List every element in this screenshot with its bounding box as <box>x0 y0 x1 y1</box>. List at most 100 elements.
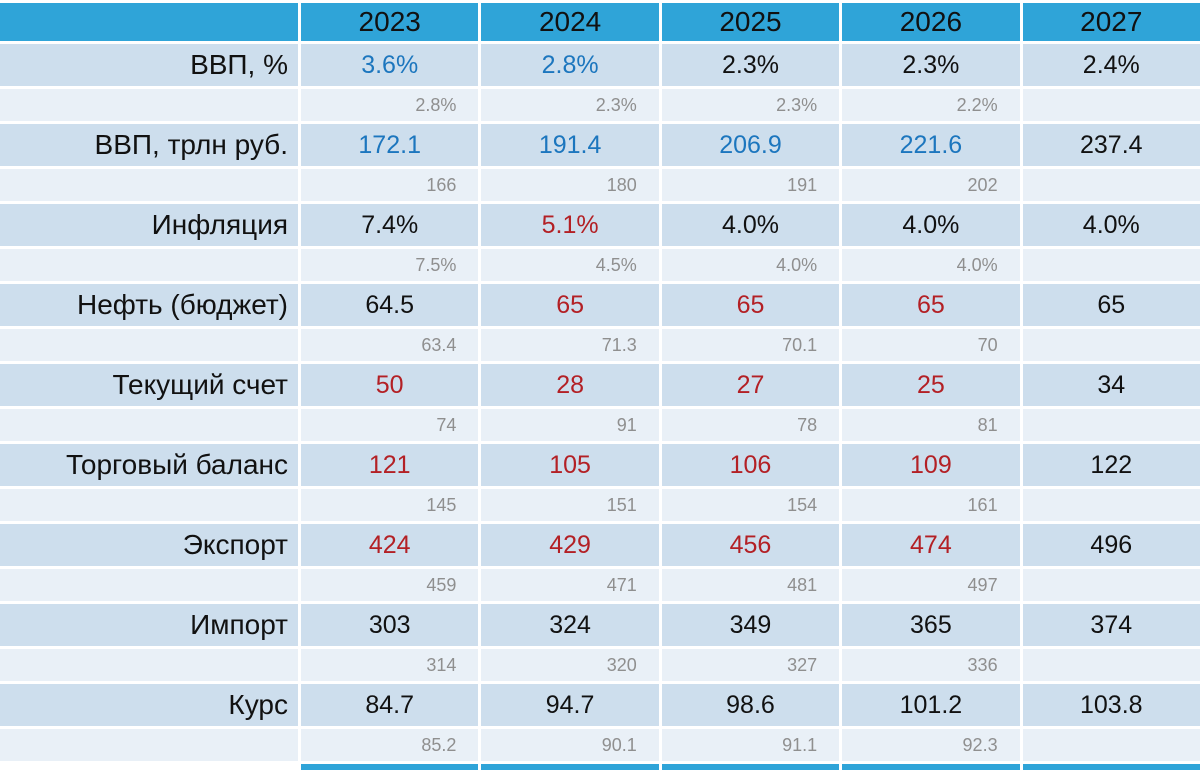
cutoff-header-cell <box>481 764 659 770</box>
cutoff-header-cell <box>1022 764 1200 770</box>
previous-forecast-value-cell <box>1022 169 1200 201</box>
previous-forecast-row: 2.8% 2.3% 2.3% 2.2% <box>0 89 1200 121</box>
next-table-header-cutoff-row <box>0 764 1200 770</box>
previous-forecast-value-cell <box>1022 89 1200 121</box>
indicator-row: Импорт 303 324 349 365 374 <box>0 604 1200 646</box>
indicator-label: Импорт <box>0 604 298 646</box>
previous-forecast-row: 459 471 481 497 <box>0 569 1200 601</box>
previous-forecast-value-cell: 202 <box>842 169 1020 201</box>
cutoff-spacer-cell <box>0 764 298 770</box>
forecast-value-cell: 3.6% <box>301 44 479 86</box>
forecast-value-cell: 84.7 <box>301 684 479 726</box>
forecast-value-cell: 2.8% <box>481 44 659 86</box>
table-header-row: 2023 2024 2025 2026 2027 <box>0 3 1200 41</box>
previous-forecast-value-cell: 2.3% <box>661 89 840 121</box>
forecast-value-cell: 172.1 <box>301 124 479 166</box>
previous-forecast-value-cell: 151 <box>481 489 659 521</box>
forecast-value-cell: 34 <box>1022 364 1200 406</box>
previous-forecast-value-cell: 497 <box>842 569 1020 601</box>
forecast-value-cell: 106 <box>661 444 840 486</box>
previous-forecast-value-cell: 314 <box>301 649 479 681</box>
previous-forecast-value-cell: 166 <box>301 169 479 201</box>
indicator-label: Инфляция <box>0 204 298 246</box>
forecast-value-cell: 65 <box>1022 284 1200 326</box>
header-year-2025: 2025 <box>661 3 840 41</box>
previous-forecast-value-cell: 481 <box>661 569 840 601</box>
forecast-value-cell: 221.6 <box>842 124 1020 166</box>
previous-forecast-empty-label <box>0 649 298 681</box>
forecast-value-cell: 64.5 <box>301 284 479 326</box>
forecast-value-cell: 28 <box>481 364 659 406</box>
previous-forecast-value-cell <box>1022 409 1200 441</box>
forecast-value-cell: 2.3% <box>842 44 1020 86</box>
previous-forecast-value-cell: 63.4 <box>301 329 479 361</box>
forecast-value-cell: 374 <box>1022 604 1200 646</box>
header-year-2026: 2026 <box>842 3 1020 41</box>
forecast-value-cell: 98.6 <box>661 684 840 726</box>
forecast-value-cell: 103.8 <box>1022 684 1200 726</box>
indicator-row: ВВП, % 3.6% 2.8% 2.3% 2.3% 2.4% <box>0 44 1200 86</box>
previous-forecast-empty-label <box>0 89 298 121</box>
previous-forecast-empty-label <box>0 729 298 761</box>
previous-forecast-value-cell <box>1022 249 1200 281</box>
previous-forecast-value-cell: 320 <box>481 649 659 681</box>
previous-forecast-row: 63.4 71.3 70.1 70 <box>0 329 1200 361</box>
previous-forecast-row: 85.2 90.1 91.1 92.3 <box>0 729 1200 761</box>
indicator-label: ВВП, % <box>0 44 298 86</box>
previous-forecast-value-cell <box>1022 729 1200 761</box>
previous-forecast-row: 166 180 191 202 <box>0 169 1200 201</box>
previous-forecast-value-cell: 2.3% <box>481 89 659 121</box>
previous-forecast-value-cell: 92.3 <box>842 729 1020 761</box>
forecast-value-cell: 101.2 <box>842 684 1020 726</box>
forecast-value-cell: 496 <box>1022 524 1200 566</box>
forecast-value-cell: 2.4% <box>1022 44 1200 86</box>
forecast-value-cell: 50 <box>301 364 479 406</box>
previous-forecast-value-cell: 180 <box>481 169 659 201</box>
forecast-value-cell: 105 <box>481 444 659 486</box>
previous-forecast-value-cell: 70.1 <box>661 329 840 361</box>
forecast-value-cell: 65 <box>661 284 840 326</box>
forecast-value-cell: 5.1% <box>481 204 659 246</box>
forecast-value-cell: 206.9 <box>661 124 840 166</box>
indicator-label: Курс <box>0 684 298 726</box>
previous-forecast-value-cell: 336 <box>842 649 1020 681</box>
forecast-value-cell: 4.0% <box>1022 204 1200 246</box>
forecast-value-cell: 474 <box>842 524 1020 566</box>
indicator-label: Текущий счет <box>0 364 298 406</box>
previous-forecast-value-cell <box>1022 489 1200 521</box>
forecast-value-cell: 237.4 <box>1022 124 1200 166</box>
forecast-value-cell: 25 <box>842 364 1020 406</box>
forecast-value-cell: 65 <box>842 284 1020 326</box>
previous-forecast-row: 145 151 154 161 <box>0 489 1200 521</box>
previous-forecast-value-cell: 4.0% <box>842 249 1020 281</box>
previous-forecast-value-cell <box>1022 569 1200 601</box>
previous-forecast-value-cell: 4.5% <box>481 249 659 281</box>
header-year-2027: 2027 <box>1022 3 1200 41</box>
forecast-value-cell: 456 <box>661 524 840 566</box>
previous-forecast-row: 74 91 78 81 <box>0 409 1200 441</box>
indicator-row: Нефть (бюджет) 64.5 65 65 65 65 <box>0 284 1200 326</box>
forecast-value-cell: 349 <box>661 604 840 646</box>
previous-forecast-empty-label <box>0 409 298 441</box>
previous-forecast-value-cell: 2.2% <box>842 89 1020 121</box>
previous-forecast-value-cell: 81 <box>842 409 1020 441</box>
indicator-label: Нефть (бюджет) <box>0 284 298 326</box>
previous-forecast-value-cell: 327 <box>661 649 840 681</box>
previous-forecast-value-cell: 161 <box>842 489 1020 521</box>
forecast-value-cell: 4.0% <box>661 204 840 246</box>
indicator-label: Торговый баланс <box>0 444 298 486</box>
forecast-value-cell: 4.0% <box>842 204 1020 246</box>
forecast-value-cell: 424 <box>301 524 479 566</box>
previous-forecast-value-cell: 471 <box>481 569 659 601</box>
previous-forecast-empty-label <box>0 569 298 601</box>
indicator-row: Курс 84.7 94.7 98.6 101.2 103.8 <box>0 684 1200 726</box>
previous-forecast-value-cell <box>1022 329 1200 361</box>
forecast-value-cell: 121 <box>301 444 479 486</box>
indicator-row: Инфляция 7.4% 5.1% 4.0% 4.0% 4.0% <box>0 204 1200 246</box>
previous-forecast-value-cell: 78 <box>661 409 840 441</box>
forecast-value-cell: 109 <box>842 444 1020 486</box>
indicator-row: Текущий счет 50 28 27 25 34 <box>0 364 1200 406</box>
forecast-value-cell: 191.4 <box>481 124 659 166</box>
cutoff-header-cell <box>661 764 840 770</box>
